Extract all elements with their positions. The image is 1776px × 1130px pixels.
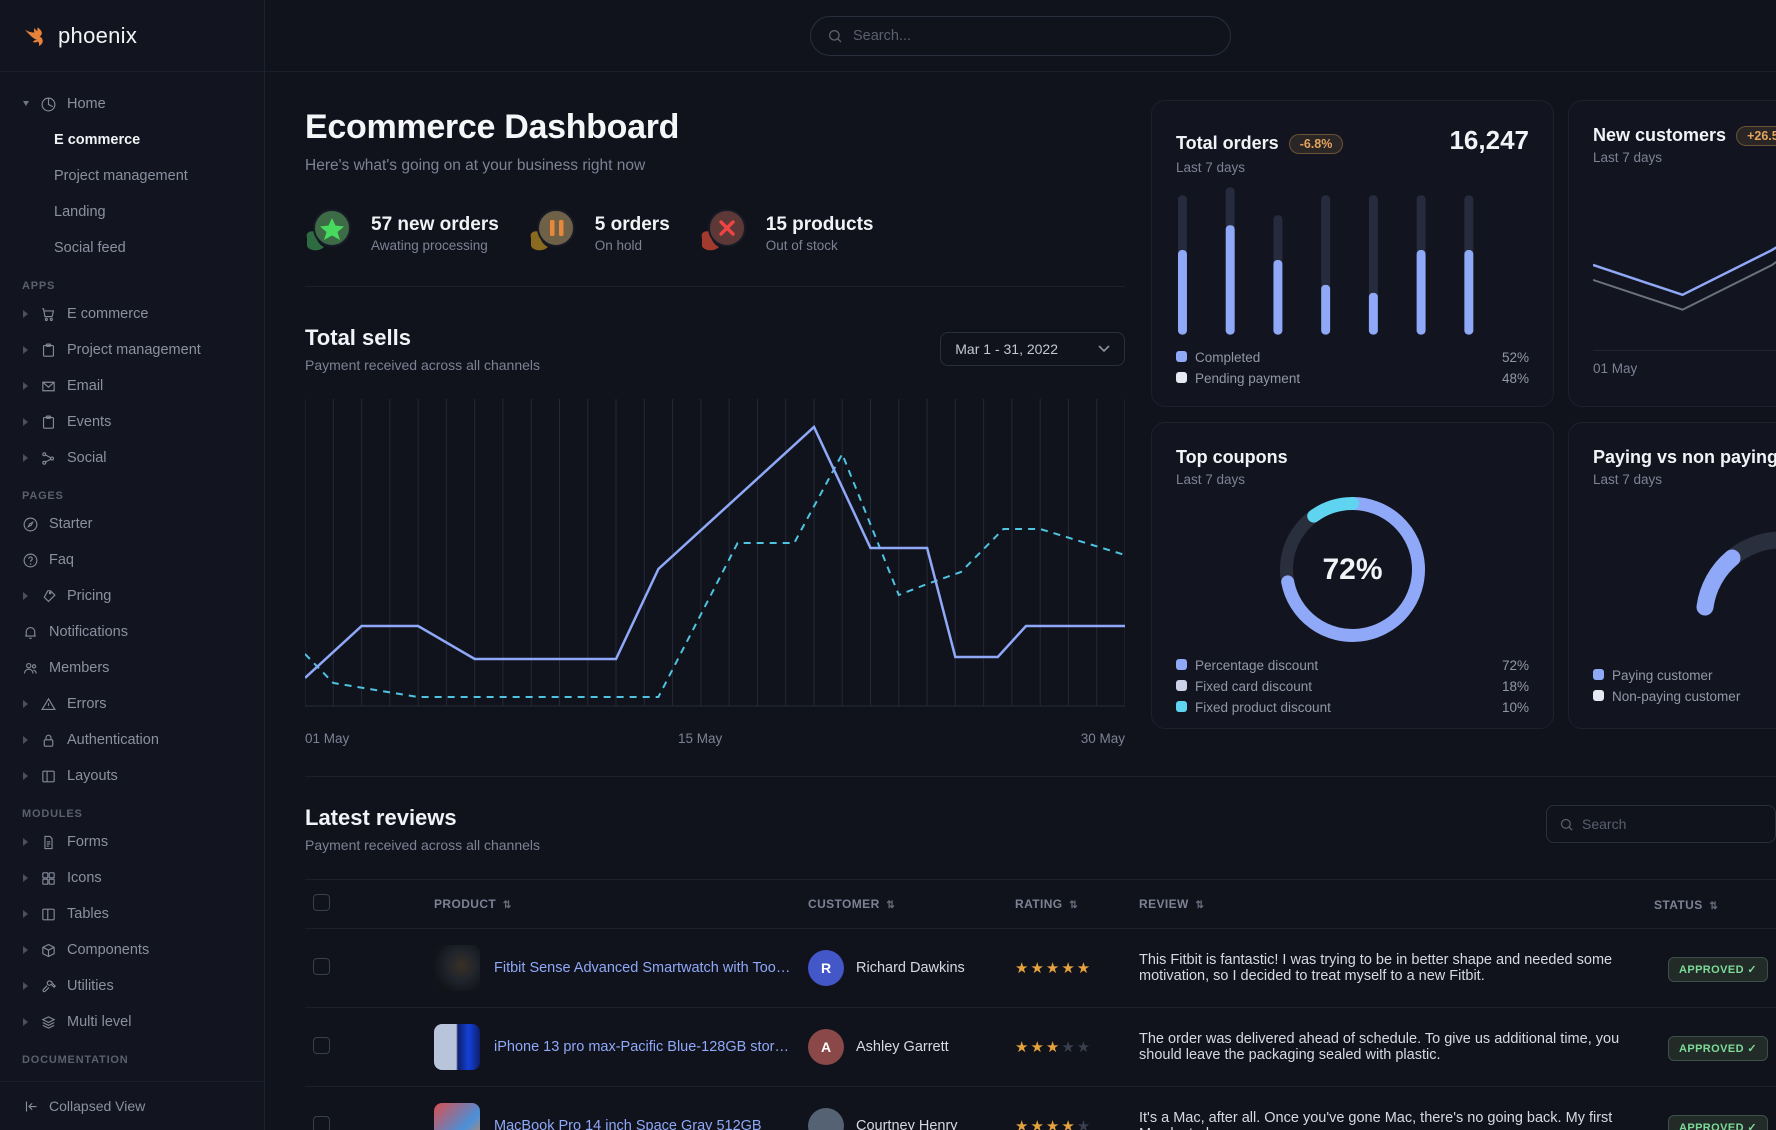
svg-text:72%: 72% [1322,553,1382,586]
